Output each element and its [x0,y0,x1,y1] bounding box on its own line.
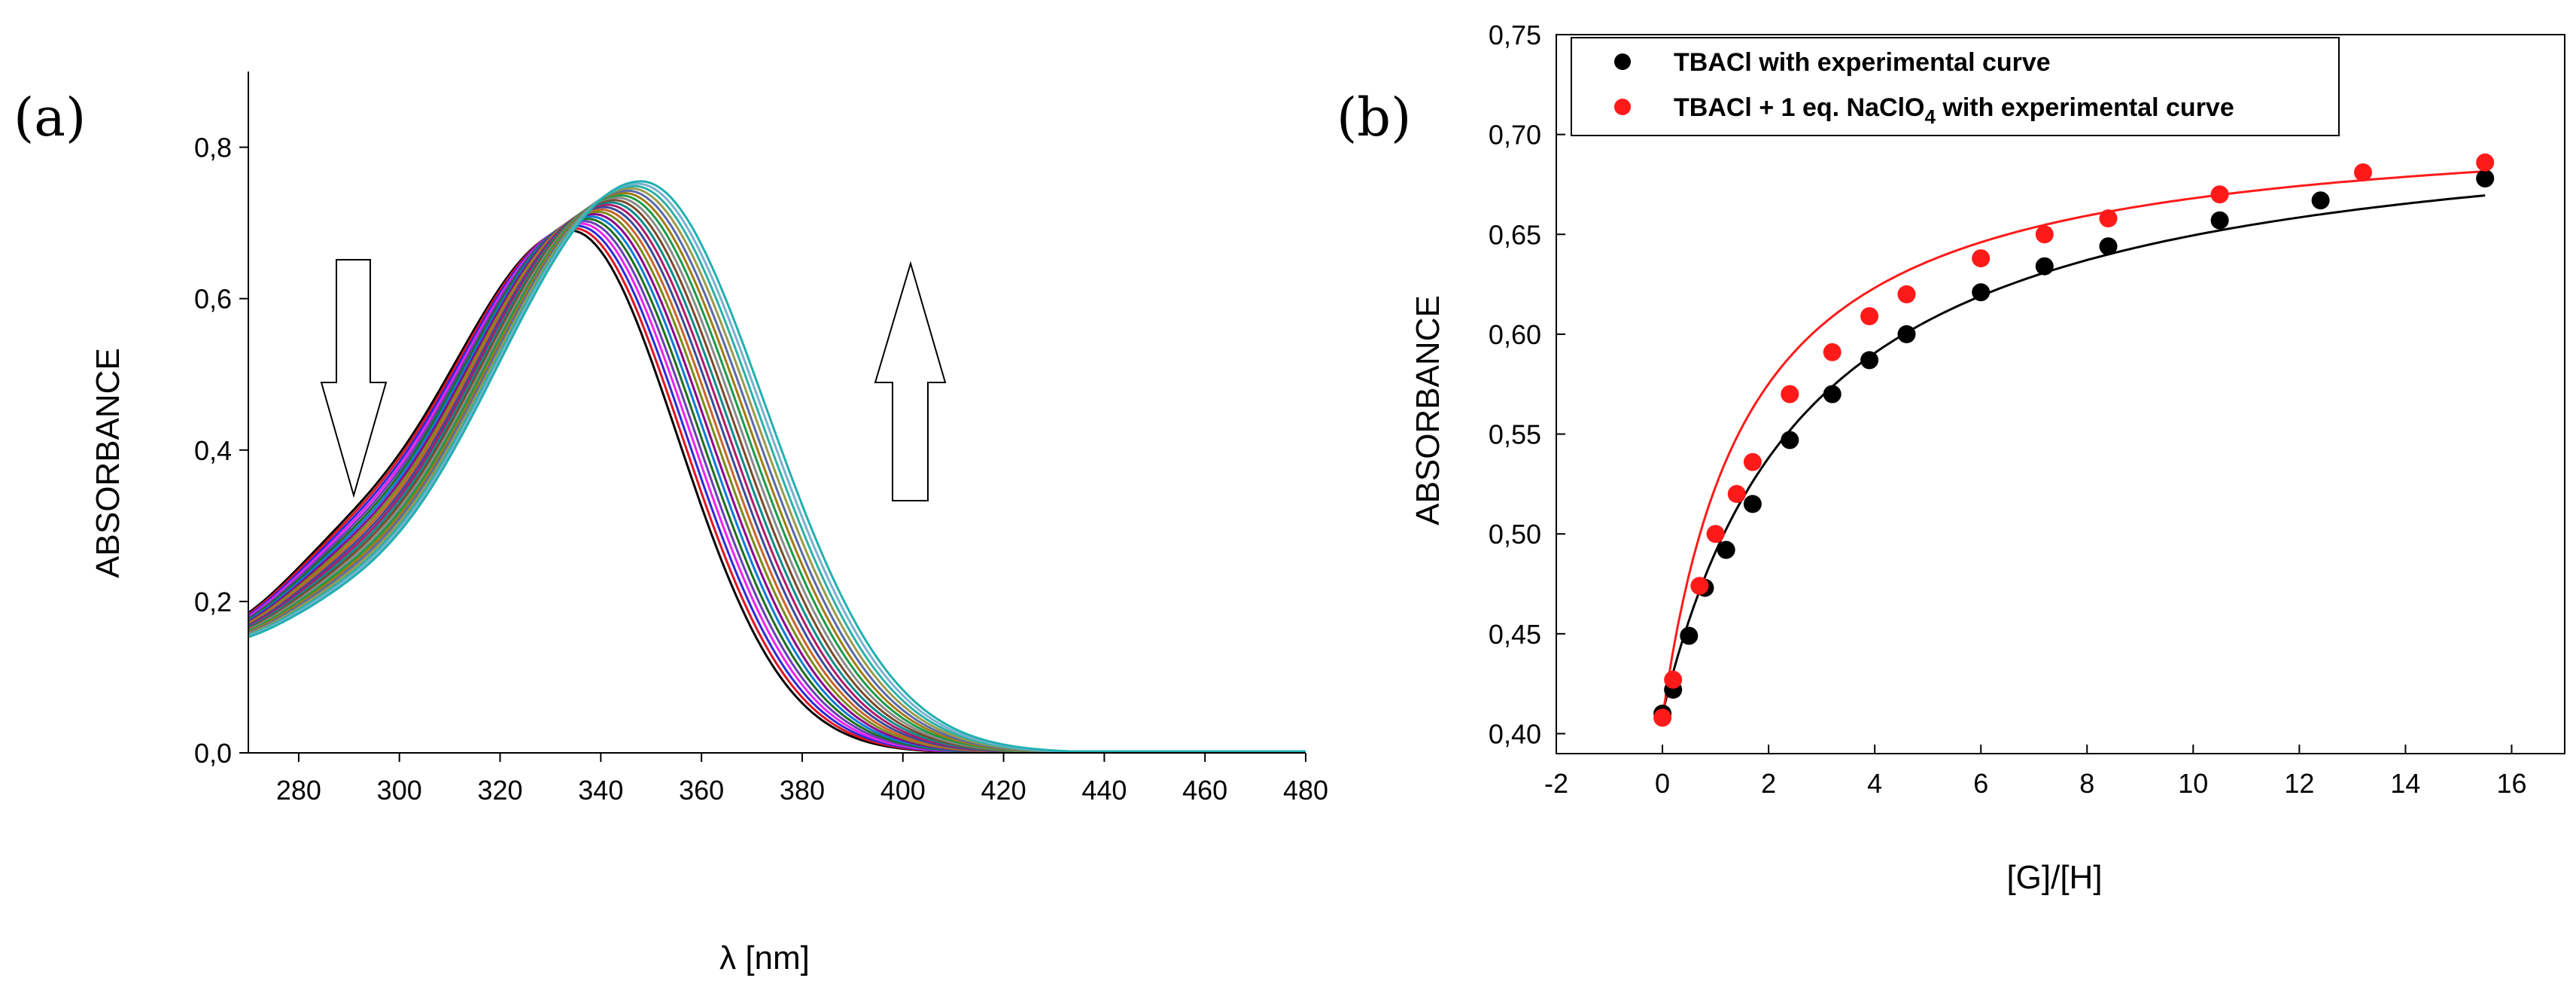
b-x-tick-label: 14 [2390,768,2420,799]
legend-label-tbacl-naclo4: TBACl + 1 eq. NaClO4 with experimental c… [1674,93,2234,128]
b-point-series-2 [1727,485,1746,504]
panel-b: (b) -2 0 2 4 6 8 10 12 14 16 0,40 0,45 0,50 0,55 0,60… [1337,20,2565,896]
a-y-axis-title: ABSORBANCE [90,348,126,578]
b-y-tick-label: 0,60 [1489,319,1541,350]
legend-marker-tbacl [1614,53,1631,70]
a-spectra-group [248,180,1306,753]
b-fit-curve-1 [1661,194,2486,714]
b-point-series-1 [1897,324,1916,343]
legend-marker-tbacl-naclo4 [1614,99,1631,115]
b-x-tick-label: -2 [1544,768,1568,799]
b-y-tick-label: 0,55 [1489,419,1541,450]
b-point-series-2 [1690,577,1709,596]
b-point-series-2 [2476,153,2495,172]
a-x-tick-label: 280 [276,775,321,806]
b-x-tick-label: 4 [1867,768,1882,799]
b-data-points [1653,153,2495,727]
b-point-series-2 [1743,452,1762,471]
b-fit-curve-2 [1661,170,2486,718]
b-y-tick-label: 0,65 [1489,219,1541,250]
b-x-tick-label: 2 [1761,768,1776,799]
a-y-tick-label: 0,6 [194,284,232,315]
b-point-series-2 [1781,385,1799,404]
a-y-tick-label: 0,8 [194,133,232,163]
a-x-tick-label: 320 [477,775,522,806]
b-y-axis-title: ABSORBANCE [1410,295,1446,526]
a-arrow-up-icon [874,260,947,501]
a-y-ticks: 0,0 0,2 0,4 0,6 0,8 [194,133,248,769]
panel-b-label: (b) [1337,87,1411,148]
b-point-series-1 [2099,237,2118,256]
b-legend-box [1571,37,2340,136]
legend-label-tbacl: TBACl with experimental curve [1674,48,2051,77]
a-y-tick-label: 0,0 [194,738,232,769]
a-x-tick-label: 460 [1182,775,1227,806]
b-x-tick-label: 8 [2079,768,2094,799]
b-point-series-2 [2354,163,2372,181]
a-x-axis-title: λ [nm] [719,940,810,976]
b-x-tick-label: 6 [1973,768,1988,799]
b-point-series-2 [1664,670,1683,689]
b-point-series-2 [1860,307,1879,325]
panel-a: (a) 280 300 320 340 360 380 400 420 440 460 480 0,… [14,72,1328,976]
a-x-tick-label: 300 [377,775,422,806]
a-x-tick-label: 480 [1283,775,1328,806]
b-point-series-2 [1972,249,1991,268]
b-point-series-1 [2311,191,2330,210]
a-x-tick-label: 440 [1081,775,1127,806]
a-x-tick-label: 360 [679,775,724,806]
b-y-tick-label: 0,50 [1489,519,1541,550]
b-y-tick-label: 0,40 [1489,718,1541,749]
a-x-tick-label: 340 [578,775,623,806]
b-x-ticks: -2 0 2 4 6 8 10 12 14 16 [1544,745,2526,799]
b-point-series-2 [1706,525,1725,544]
legend-label-part-3: with experimental curve [1936,93,2234,122]
b-point-series-1 [2210,211,2229,230]
a-x-tick-label: 400 [880,775,926,806]
b-point-series-1 [1823,385,1842,404]
b-plot-frame [1556,34,2565,754]
b-point-series-1 [1717,541,1735,559]
b-x-tick-label: 12 [2284,768,2314,799]
a-spectrum-22 [248,180,1306,753]
b-point-series-2 [1823,343,1842,361]
b-x-axis-title: [G]/[H] [2006,859,2102,896]
b-point-series-1 [1781,431,1799,449]
panel-a-label: (a) [14,87,86,148]
b-x-tick-label: 0 [1655,768,1670,799]
a-spectrum-10 [248,208,1306,753]
b-point-series-1 [1743,495,1762,513]
b-point-series-1 [2476,169,2495,187]
b-y-tick-label: 0,45 [1489,619,1541,650]
a-arrow-down-icon [320,259,388,498]
b-point-series-2 [2210,185,2229,204]
b-point-series-2 [2035,225,2054,244]
b-point-series-1 [1860,351,1879,370]
b-point-series-2 [1897,285,1916,303]
b-y-tick-label: 0,75 [1489,20,1541,50]
b-x-tick-label: 10 [2178,768,2208,799]
a-x-tick-label: 380 [780,775,825,806]
b-point-series-1 [1680,626,1699,645]
b-point-series-1 [1972,283,1991,302]
b-x-tick-label: 16 [2496,768,2526,799]
a-x-ticks: 280 300 320 340 360 380 400 420 440 460 480 [276,753,1328,806]
b-point-series-2 [1653,708,1672,727]
b-y-tick-label: 0,70 [1489,120,1541,151]
legend-label-part-1: TBACl + 1 eq. NaClO [1674,93,1924,122]
a-axes [248,72,1306,754]
b-y-ticks: 0,40 0,45 0,50 0,55 0,60 0,65 0,70 0,75 [1489,20,1565,749]
b-point-series-1 [2035,257,2054,276]
a-y-tick-label: 0,2 [194,586,232,617]
b-fit-curves [1661,170,2486,718]
b-legend: TBACl with experimental curve TBACl + 1 … [1571,37,2340,136]
a-y-tick-label: 0,4 [194,435,232,466]
a-x-tick-label: 420 [981,775,1026,806]
b-point-series-2 [2099,209,2118,228]
legend-label-subscript: 4 [1924,105,1936,128]
